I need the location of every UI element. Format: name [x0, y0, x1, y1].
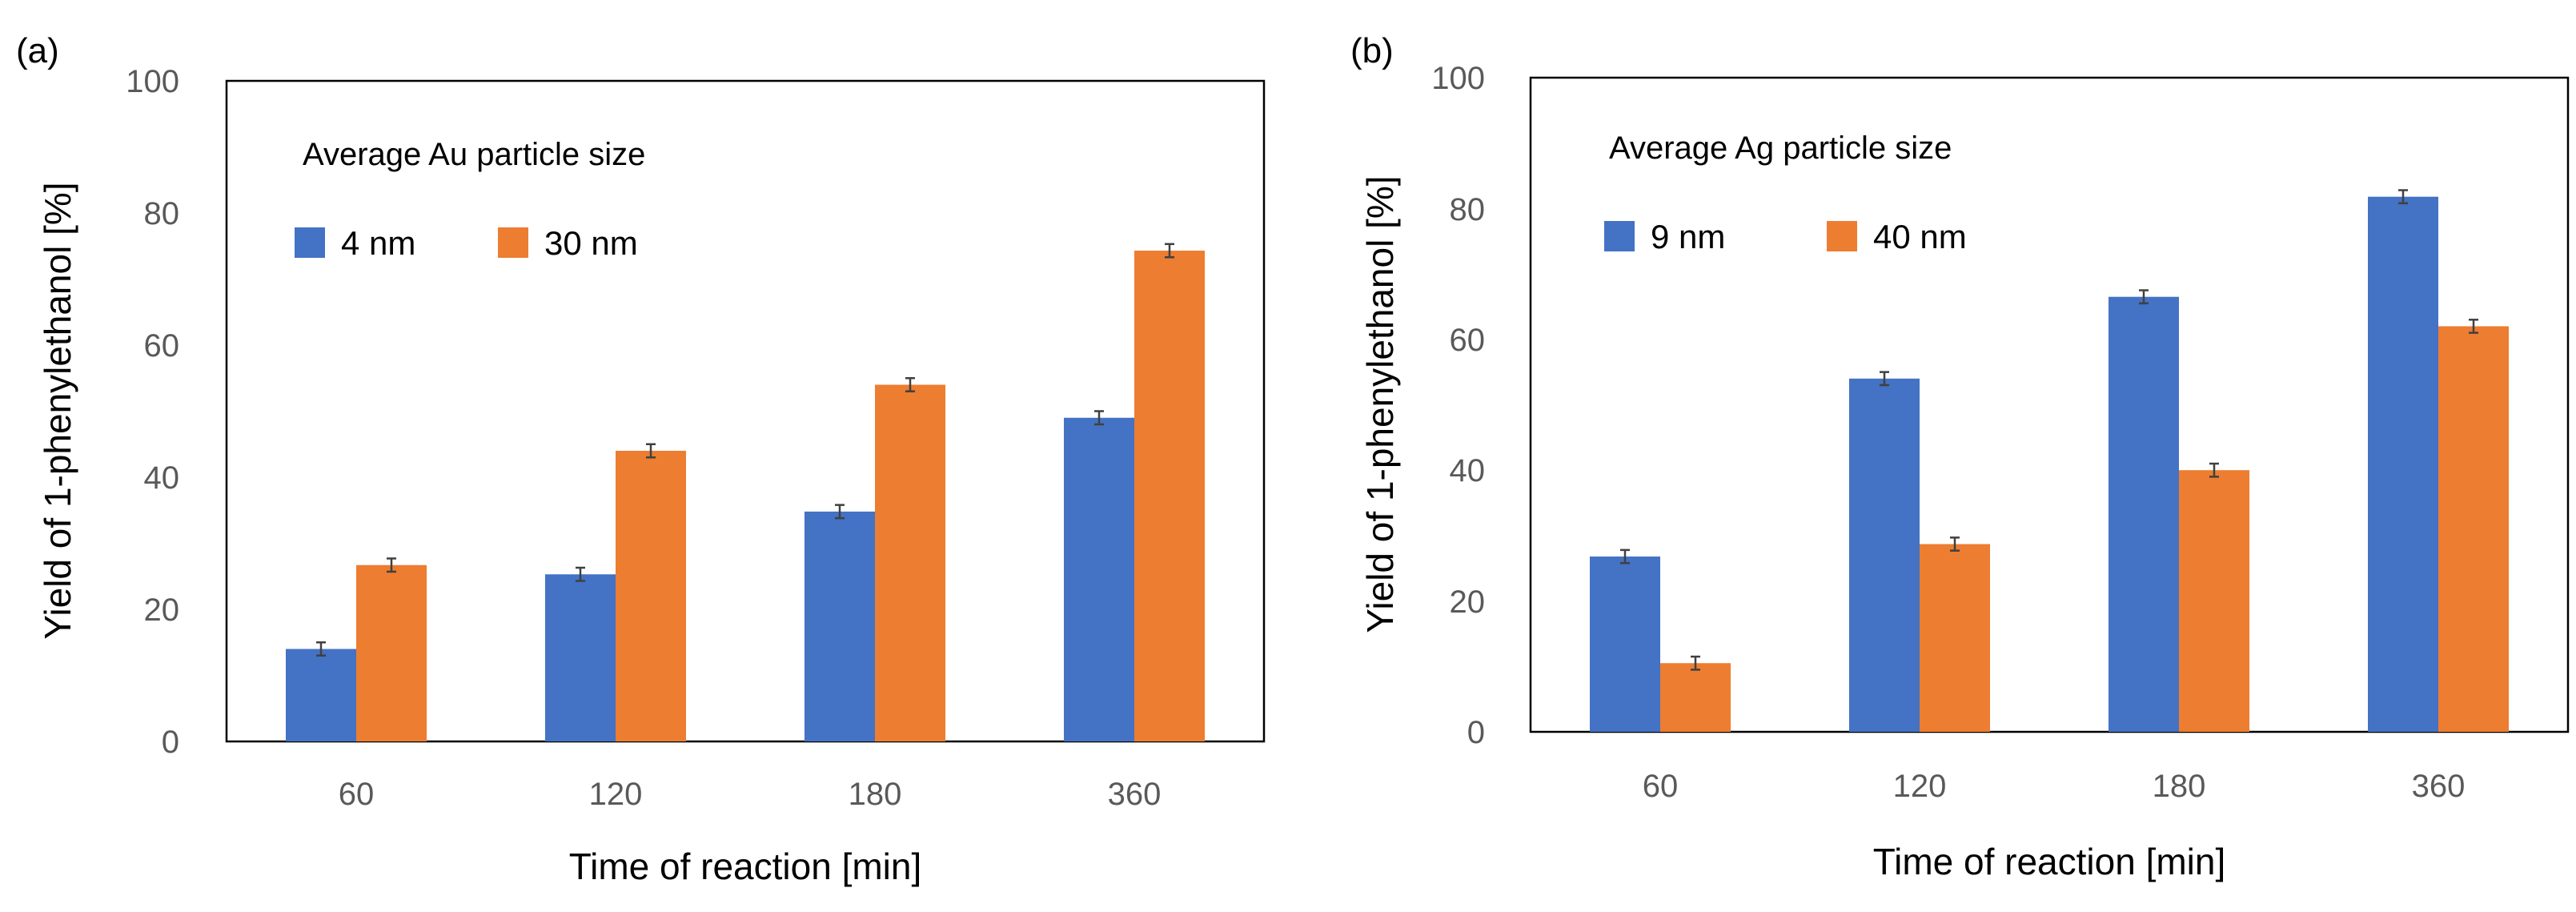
panel-b-errorbar-9nm-360 — [2398, 189, 2408, 205]
panel-a-legend-swatch-2 — [498, 227, 528, 258]
panel-b-legend: Average Ag particle size 9 nm 40 nm — [1604, 131, 1967, 255]
panel-a-xtick: 120 — [589, 777, 643, 812]
panel-a-legend-label-2: 30 nm — [544, 224, 638, 262]
panel-b-bar-40nm-120 — [1920, 544, 1990, 732]
panel-a-y-axis-title: Yield of 1-phenylethanol [%] — [37, 182, 78, 639]
panel-b-ytick: 40 — [1450, 453, 1486, 488]
panel-a-bar-30nm-360 — [1134, 251, 1205, 741]
panel-b-plot-frame — [1529, 76, 2570, 733]
panel-a-bar-30nm-120 — [616, 451, 686, 741]
panel-b-bar-9nm-60 — [1590, 556, 1660, 732]
panel-a-y-ticks: 0 20 40 60 80 100 — [126, 64, 179, 760]
panel-b-errorbar-40nm-60 — [1691, 655, 1700, 671]
panel-a-bar-30nm-180 — [875, 384, 945, 741]
panel-b-y-axis-title: Yield of 1-phenylethanol [%] — [1359, 175, 1401, 633]
panel-b-xtick: 180 — [2153, 769, 2206, 804]
panel-b-legend-swatch-1 — [1604, 221, 1635, 251]
panel-b-bar-9nm-180 — [2109, 296, 2179, 732]
panel-b-bar-9nm-360 — [2368, 196, 2438, 733]
panel-a-errorbar-4nm-360 — [1094, 410, 1104, 426]
panel-a-errorbar-4nm-120 — [576, 566, 585, 582]
panel-b: (b) 0 20 40 60 80 100 60 120 180 360 Tim… — [1350, 31, 2570, 882]
panel-b-ytick: 100 — [1431, 61, 1485, 96]
panel-b-legend-swatch-2 — [1827, 221, 1857, 251]
panel-a-xtick: 180 — [849, 777, 902, 812]
panel-b-bars — [1590, 189, 2509, 733]
panel-a-ytick: 60 — [144, 328, 180, 364]
panel-b-ytick: 20 — [1450, 585, 1486, 620]
panel-b-errorbar-9nm-180 — [2139, 289, 2149, 305]
panel-a-ytick: 40 — [144, 460, 180, 496]
panel-a-errorbar-30nm-60 — [387, 557, 396, 573]
panel-b-label: (b) — [1350, 31, 1394, 70]
panel-a-ytick: 80 — [144, 196, 180, 231]
panel-a-ytick: 20 — [144, 593, 180, 628]
panel-b-bar-9nm-120 — [1849, 378, 1920, 732]
panel-a-errorbar-30nm-120 — [646, 443, 656, 459]
panel-a-ytick: 0 — [162, 725, 179, 760]
panel-b-x-axis-title: Time of reaction [min] — [1873, 841, 2226, 882]
panel-a-legend: Average Au particle size 4 nm 30 nm — [295, 137, 645, 262]
panel-b-ytick: 60 — [1450, 323, 1486, 358]
panel-b-legend-title: Average Ag particle size — [1609, 131, 1952, 166]
panel-a-x-ticks: 60 120 180 360 — [339, 777, 1162, 812]
panel-b-xtick: 120 — [1893, 769, 1947, 804]
panel-b-errorbar-9nm-120 — [1880, 371, 1889, 387]
panel-a-errorbar-30nm-360 — [1165, 243, 1174, 259]
panel-b-x-ticks: 60 120 180 360 — [1643, 769, 2466, 804]
panel-b-bar-40nm-180 — [2179, 470, 2249, 732]
panel-b-ytick: 0 — [1467, 715, 1485, 750]
panel-a-errorbar-4nm-60 — [316, 641, 326, 657]
panel-b-xtick: 360 — [2412, 769, 2466, 804]
panel-a-errorbar-30nm-180 — [905, 377, 915, 392]
panel-a-bar-4nm-360 — [1064, 417, 1134, 741]
panel-a-bar-4nm-60 — [286, 649, 356, 741]
panel-b-y-ticks: 0 20 40 60 80 100 — [1431, 61, 1485, 750]
panel-b-errorbar-9nm-60 — [1620, 548, 1630, 564]
panel-a-label: (a) — [16, 31, 59, 70]
panel-a-bar-4nm-120 — [545, 574, 616, 741]
panel-a-bars — [286, 243, 1205, 741]
panel-a-legend-title: Average Au particle size — [303, 137, 645, 172]
panel-b-xtick: 60 — [1643, 769, 1679, 804]
panel-b-ytick: 80 — [1450, 192, 1486, 227]
panel-b-legend-label-2: 40 nm — [1873, 218, 1967, 255]
panel-a-ytick: 100 — [126, 64, 179, 99]
panel-b-bar-40nm-60 — [1660, 663, 1731, 732]
panel-b-legend-label-1: 9 nm — [1651, 218, 1725, 255]
panel-a-legend-label-1: 4 nm — [341, 224, 415, 262]
panel-b-errorbar-40nm-180 — [2209, 462, 2219, 478]
panel-a-legend-swatch-1 — [295, 227, 325, 258]
panel-a-plot-frame — [225, 79, 1266, 743]
panel-a: (a) 0 20 40 60 80 100 60 120 180 360 Tim… — [16, 31, 1266, 887]
panel-a-xtick: 60 — [339, 777, 375, 812]
panel-a-xtick: 360 — [1108, 777, 1162, 812]
panel-a-errorbar-4nm-180 — [835, 504, 845, 520]
panel-b-bar-40nm-360 — [2438, 326, 2509, 732]
panel-b-errorbar-40nm-120 — [1950, 536, 1960, 552]
panel-a-x-axis-title: Time of reaction [min] — [569, 846, 922, 887]
panel-a-bar-4nm-180 — [804, 511, 875, 741]
panel-b-errorbar-40nm-360 — [2469, 319, 2478, 334]
panel-a-bar-30nm-60 — [356, 564, 427, 741]
